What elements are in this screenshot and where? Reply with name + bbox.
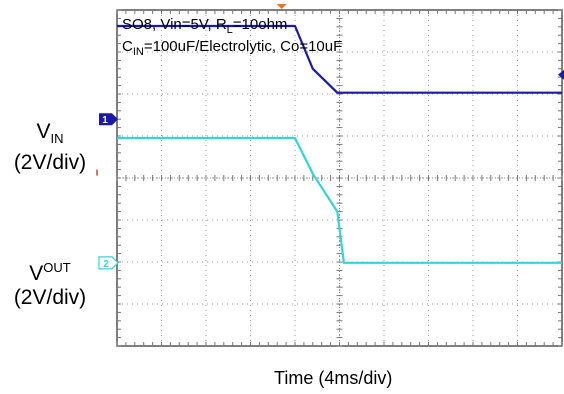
vout-label-name: VOUT [29, 260, 71, 285]
trace-vin [117, 24, 562, 94]
marker-label: 1 [102, 115, 108, 126]
annotation-line-2: CIN=100uF/Electrolytic, Co=10uF [122, 38, 343, 58]
vin-label-scale: (2V/div) [13, 151, 87, 175]
channel-1-ground-marker: 1 [99, 113, 118, 126]
channel-2-ground-marker: 2 [98, 256, 119, 270]
marker-shape [99, 113, 118, 126]
trace-vout [117, 137, 562, 264]
scope-grid [116, 9, 563, 347]
scope-traces [117, 24, 562, 264]
trigger-level-marker [558, 69, 564, 80]
marker-label: 2 [103, 259, 109, 270]
trigger-position-marker [276, 4, 287, 9]
annotation-line-1: SO8, Vin=5V, RL=10ohm [122, 16, 288, 36]
vout-channel-label: VOUT (2V/div) [4, 256, 96, 310]
marker-shape [98, 256, 119, 270]
vin-channel-label: VIN (2V/div) [4, 120, 96, 175]
vin-label-name: VIN [36, 120, 64, 147]
vout-label-scale: (2V/div) [13, 286, 87, 309]
channel-markers: 12 [96, 4, 564, 270]
x-axis-label: Time (4ms/div) [274, 368, 393, 388]
